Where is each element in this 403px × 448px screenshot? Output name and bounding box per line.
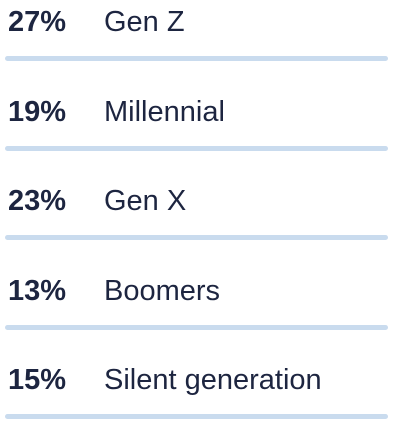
generation-label: Boomers <box>104 274 221 307</box>
percent: 27% <box>8 6 67 38</box>
generation-label: Silent generation <box>104 364 322 396</box>
separator <box>5 414 388 419</box>
list-row: 23% Gen X <box>0 179 403 269</box>
separator <box>5 235 388 240</box>
separator <box>5 324 388 330</box>
generation-list: 27% Gen Z 19% Millennial 23% Gen X 13% Boomers 1… <box>0 0 403 419</box>
percent: 13% <box>8 274 67 307</box>
list-row: 27% Gen Z <box>0 0 403 90</box>
list-row: 19% Millennial <box>0 90 403 180</box>
generation-label: Gen Z <box>104 6 185 38</box>
percent: 23% <box>8 185 67 217</box>
generation-label: Gen X <box>104 185 187 217</box>
separator <box>5 145 388 151</box>
list-row: 15% Silent generation <box>0 358 403 448</box>
list-row: 13% Boomers <box>0 269 403 359</box>
separator <box>5 56 388 61</box>
percent: 19% <box>8 95 67 128</box>
generation-label: Millennial <box>104 95 225 128</box>
percent: 15% <box>8 364 67 396</box>
